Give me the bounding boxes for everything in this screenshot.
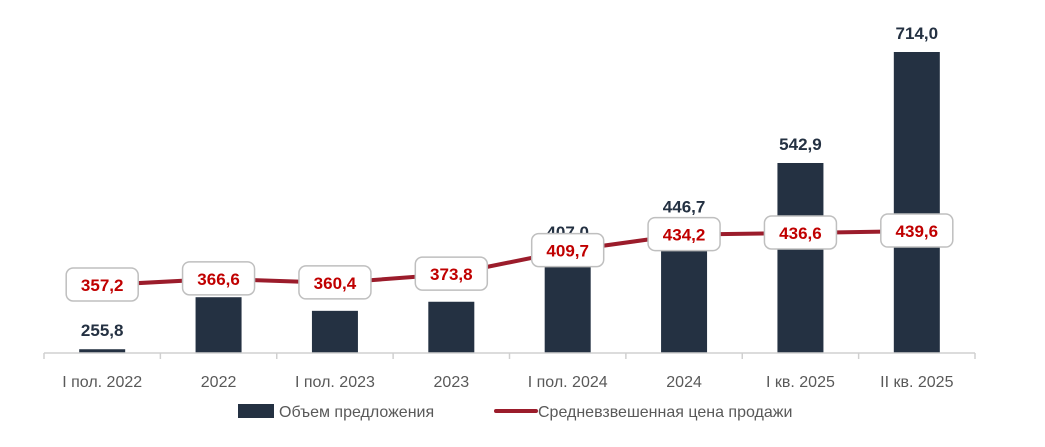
price-value-label: 436,6 [779,224,822,243]
price-value-label: 360,4 [314,274,357,293]
price-label-box [763,215,838,250]
price-value-label: 409,7 [546,242,589,261]
price-label-box [530,232,605,268]
bar-volume [893,52,940,353]
x-tick-label: I пол. 2022 [62,374,142,391]
x-tick-label: I пол. 2024 [528,374,608,391]
bar-value-label: 542,9 [779,135,822,154]
legend-swatch-volume [238,404,274,418]
price-label-box [414,256,489,291]
price-label-box [298,265,372,300]
bar-value-label: 446,7 [663,197,706,216]
x-tick-label: 2022 [201,374,237,391]
price-label-box [65,267,139,302]
price-value-label: 373,8 [430,265,473,284]
price-value-label: 357,2 [81,276,124,295]
price-label-box [880,213,954,248]
bar-volume [195,297,242,353]
price-value-label: 366,6 [197,270,240,289]
bar-volume [544,251,591,353]
price-value-label: 439,6 [896,222,939,241]
x-tick-label: 2023 [434,374,470,391]
price-value-label: 434,2 [663,226,706,245]
legend-label-volume: Объем предложения [279,404,434,421]
bar-volume [79,349,126,353]
x-tick-label: 2024 [666,374,702,391]
bar-value-label: 714,0 [896,24,939,43]
bar-value-label: 255,8 [81,321,124,340]
bar-volume [777,162,824,353]
x-tick-label: I кв. 2025 [766,374,835,391]
legend-label-price: Средневзвешенная цена продажи [538,404,792,421]
price-label-box [647,216,721,252]
x-tick-label: I пол. 2023 [295,374,375,391]
bar-volume [311,310,358,353]
x-tick-label: II кв. 2025 [880,374,953,391]
bar-volume [428,301,475,353]
price-label-box [181,261,256,296]
